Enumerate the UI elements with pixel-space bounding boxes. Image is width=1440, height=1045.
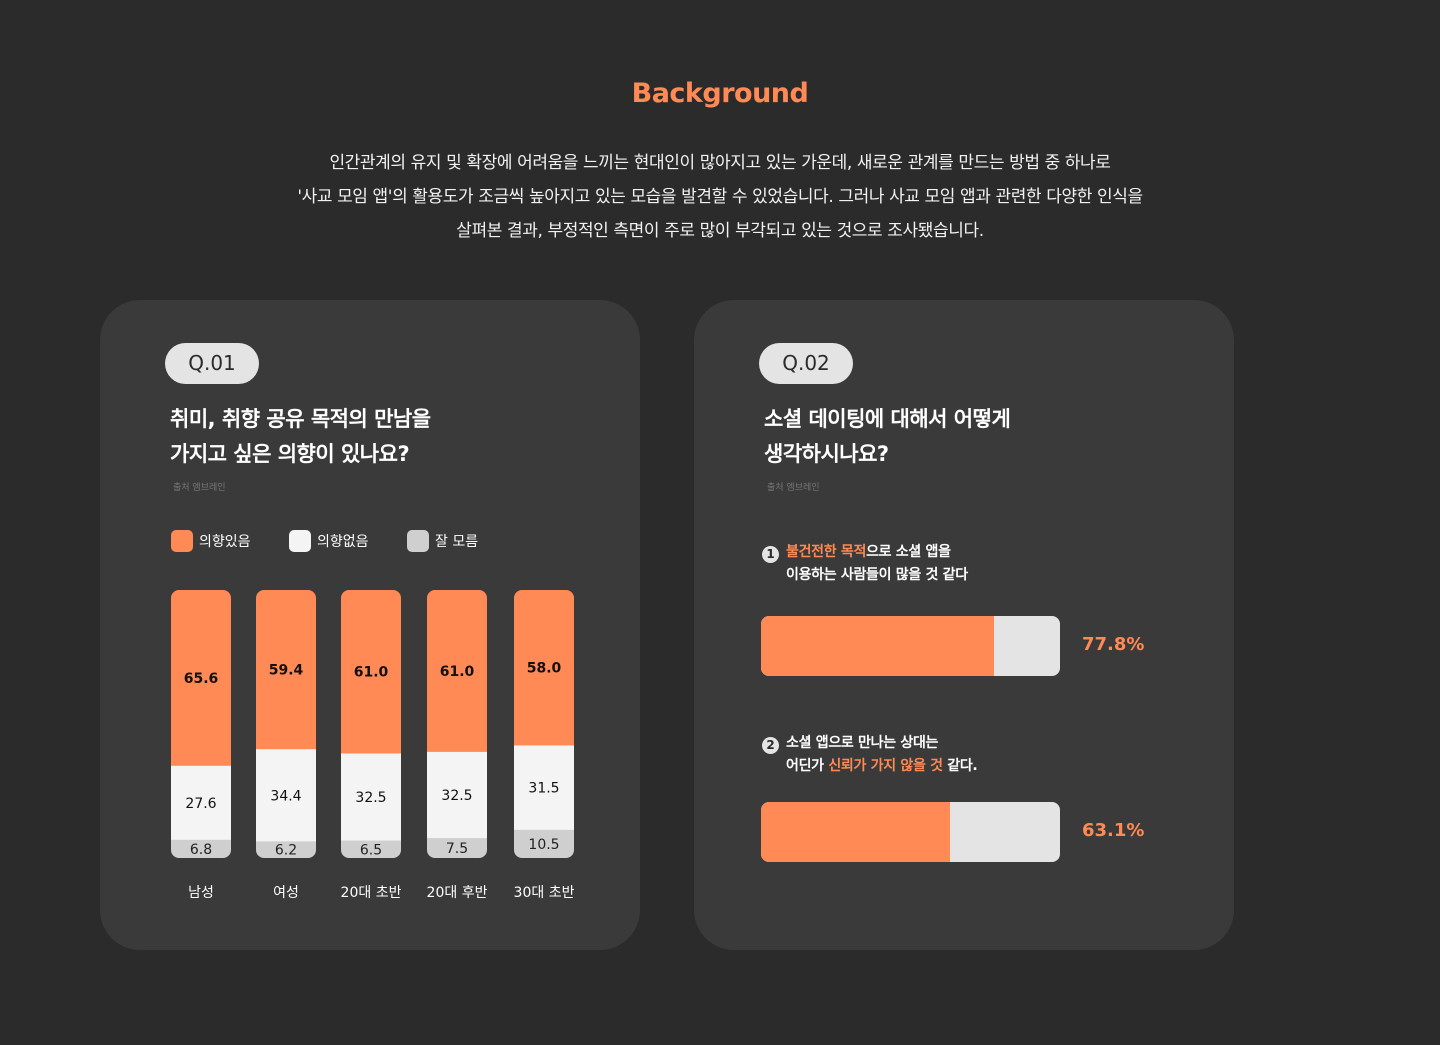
data-label: 32.5 [355, 790, 386, 806]
data-label: 59.4 [269, 663, 304, 679]
data-label: 61.0 [354, 665, 389, 681]
bar-stack [341, 590, 401, 858]
item-line: 이용하는 사람들이 많을 것 같다 [786, 564, 968, 587]
bar-segment-no [171, 765, 231, 841]
legend-swatch-no [289, 530, 311, 552]
bar-segment-unknown [256, 841, 316, 858]
legend-swatch-yes [171, 530, 193, 552]
intro-text: 인간관계의 유지 및 확장에 어려움을 느끼는 현대인이 많아지고 있는 가운데… [0, 146, 1440, 248]
q2-item-1-bar-fill [761, 616, 994, 676]
item-highlight: 불건전한 목적 [786, 544, 867, 560]
bar-segment-no [514, 745, 574, 831]
category-label: 20대 초반 [341, 885, 402, 901]
bar-segment-yes [171, 590, 231, 767]
data-label: 34.4 [270, 788, 301, 804]
legend-item-yes: 의향있음 [171, 530, 251, 552]
item-text: 으로 소셜 앱을 [866, 544, 951, 560]
bar-segment-no [427, 751, 487, 839]
bar-segment-unknown [171, 839, 231, 858]
q2-source: 출처 엠브레인 [767, 483, 820, 493]
data-label: 6.5 [360, 842, 382, 858]
q2-badge: Q.02 [759, 343, 853, 384]
legend-swatch-unknown [407, 530, 429, 552]
data-label: 27.6 [185, 796, 216, 812]
bar-segment-yes [514, 590, 574, 746]
bar-segment-unknown [427, 838, 487, 858]
item-text: 어딘가 [786, 758, 829, 774]
category-label: 여성 [273, 885, 299, 901]
data-label: 65.6 [184, 671, 219, 687]
legend-item-no: 의향없음 [289, 530, 369, 552]
legend-label-yes: 의향있음 [199, 534, 251, 550]
bar-stack [427, 590, 487, 858]
legend-item-unknown: 잘 모름 [407, 530, 478, 552]
data-label: 32.5 [441, 788, 472, 804]
q2-item-1-value: 77.8% [1082, 634, 1145, 655]
category-label: 20대 후반 [427, 885, 488, 901]
bar-segment-unknown [514, 829, 574, 858]
q1-badge: Q.01 [165, 343, 259, 384]
item-line: 불건전한 목적으로 소셜 앱을 [786, 541, 951, 564]
q2-item-1-bar [761, 616, 1060, 676]
bar-segment-yes [256, 590, 316, 750]
data-label: 58.0 [527, 661, 562, 677]
q1-source: 출처 엠브레인 [173, 483, 226, 493]
q2-question-line: 생각하시나요? [764, 442, 889, 466]
bar-segment-no [256, 749, 316, 842]
intro-line: 인간관계의 유지 및 확장에 어려움을 느끼는 현대인이 많아지고 있는 가운데… [329, 153, 1111, 173]
bar-segment-unknown [341, 840, 401, 858]
q2-item-2-value: 63.1% [1082, 820, 1145, 841]
data-label: 6.2 [275, 843, 297, 859]
q2-item-2-bar [761, 802, 1060, 862]
item-text: 같다. [942, 758, 978, 774]
q1-question: 취미, 취향 공유 목적의 만남을 가지고 싶은 의향이 있나요? [170, 402, 431, 472]
q1-question-line: 취미, 취향 공유 목적의 만남을 [170, 407, 431, 431]
intro-line: 살펴본 결과, 부정적인 측면이 주로 많이 부각되고 있는 것으로 조사됐습니… [456, 221, 984, 241]
item-line: 소셜 앱으로 만나는 상대는 [786, 732, 938, 755]
data-label: 61.0 [440, 664, 475, 680]
item-text: 이용하는 사람들이 많을 것 같다 [786, 567, 968, 583]
legend-label-unknown: 잘 모름 [435, 534, 479, 550]
item-number-badge: 1 [762, 546, 779, 563]
bar-stack [171, 590, 231, 858]
category-label: 남성 [188, 885, 214, 901]
intro-line: '사교 모임 앱'의 활용도가 조금씩 높아지고 있는 모습을 발견할 수 있었… [297, 187, 1143, 207]
category-label: 30대 초반 [514, 885, 575, 901]
item-number-badge: 2 [762, 737, 779, 754]
item-highlight: 신뢰가 가지 않을 것 [828, 758, 943, 774]
q2-item-2-bar-fill [761, 802, 950, 862]
bar-stack [514, 590, 574, 858]
bar-segment-yes [341, 590, 401, 754]
section-title: Background [631, 78, 809, 109]
q2-question-line: 소셜 데이팅에 대해서 어떻게 [764, 407, 1011, 431]
q1-card: Q.01 취미, 취향 공유 목적의 만남을 가지고 싶은 의향이 있나요? 출… [100, 300, 640, 950]
q1-question-line: 가지고 싶은 의향이 있나요? [170, 442, 410, 466]
item-text: 소셜 앱으로 만나는 상대는 [786, 735, 939, 751]
bar-stack [256, 590, 316, 858]
data-label: 31.5 [528, 781, 559, 797]
bar-segment-no [341, 753, 401, 842]
q2-card: Q.02 소셜 데이팅에 대해서 어떻게 생각하시나요? 출처 엠브레인 1 불… [694, 300, 1234, 950]
stacked-bar-chart: 65.6 27.6 6.8 남성 59.4 34.4 6.2 여성 61.0 32.5 6.5 20대… [171, 590, 575, 901]
item-line: 어딘가 신뢰가 가지 않을 것 같다. [786, 755, 978, 778]
bar-segment-yes [427, 590, 487, 753]
data-label: 10.5 [528, 837, 559, 853]
data-label: 6.8 [190, 842, 212, 858]
data-label: 7.5 [446, 841, 468, 857]
legend-label-no: 의향없음 [317, 534, 369, 550]
q2-question: 소셜 데이팅에 대해서 어떻게 생각하시나요? [764, 402, 1011, 472]
